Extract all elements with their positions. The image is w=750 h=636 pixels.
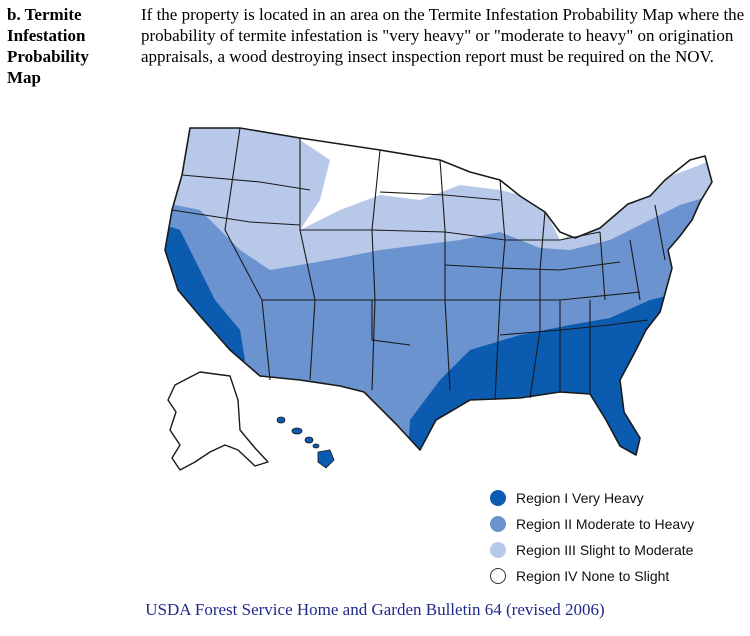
section-body-text: If the property is located in an area on…: [141, 5, 745, 66]
source-caption: USDA Forest Service Home and Garden Bull…: [145, 600, 605, 619]
map-legend: Region I Very Heavy Region II Moderate t…: [490, 485, 694, 589]
state-borders: [171, 127, 666, 401]
alaska-shape: [167, 371, 269, 471]
legend-swatch-region-i: [490, 490, 506, 506]
legend-label: Region II Moderate to Heavy: [516, 516, 695, 532]
legend-swatch-region-iii: [490, 542, 506, 558]
termite-probability-map: [164, 127, 713, 471]
legend-item-region-ii: Region II Moderate to Heavy: [490, 511, 694, 537]
heading-line: Infestation: [7, 26, 86, 45]
hawaii-islands: [276, 416, 335, 469]
heading-line: Map: [7, 68, 41, 87]
legend-label: Region I Very Heavy: [516, 490, 644, 506]
legend-label: Region III Slight to Moderate: [516, 542, 694, 558]
legend-item-region-i: Region I Very Heavy: [490, 485, 694, 511]
heading-line: Probability: [7, 47, 89, 66]
legend-swatch-region-ii: [490, 516, 506, 532]
legend-swatch-region-iv: [490, 568, 506, 584]
heading-line: b. Termite: [7, 5, 82, 24]
legend-label: Region IV None to Slight: [516, 568, 670, 584]
us-outline: [164, 127, 713, 456]
legend-item-region-iii: Region III Slight to Moderate: [490, 537, 694, 563]
section-heading: b. Termite Infestation Probability Map: [7, 4, 132, 88]
legend-item-region-iv: Region IV None to Slight: [490, 563, 694, 589]
